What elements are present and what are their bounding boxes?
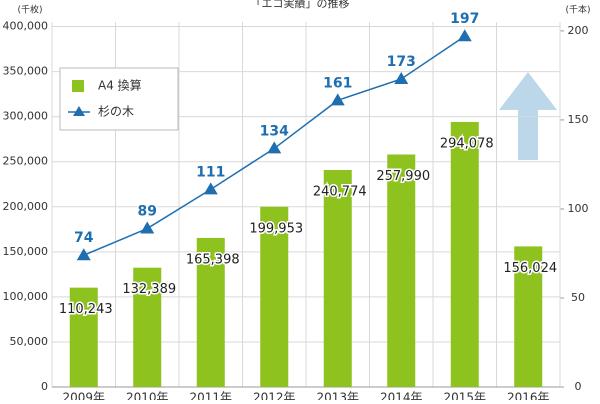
marker	[457, 29, 472, 42]
x-tick-label: 2015年	[443, 391, 486, 401]
legend-label: 杉の木	[98, 105, 134, 119]
value-label: 111	[196, 164, 225, 180]
marker	[267, 141, 282, 154]
bar	[387, 154, 416, 387]
value-label: 197	[450, 11, 479, 27]
y-tick-label: 100,000	[3, 290, 49, 303]
legend-label: A4 換算	[98, 78, 142, 93]
bar	[69, 287, 98, 387]
y-tick-label: 0	[41, 380, 48, 393]
marker	[203, 182, 218, 195]
marker	[394, 71, 409, 84]
chart-title: 「エコ実績」の推移	[251, 0, 350, 10]
value-label: 199,953	[249, 221, 303, 236]
marker	[76, 248, 91, 261]
value-label: 173	[387, 54, 416, 70]
value-label: 165,398	[186, 252, 240, 267]
y2-tick-label: 0	[575, 380, 582, 393]
y-tick-label: 300,000	[3, 110, 49, 123]
y-tick-label: 50,000	[10, 335, 49, 348]
y2-tick-label: 50	[571, 291, 585, 304]
growth-arrow	[499, 72, 557, 160]
y2-tick-label: 150	[568, 113, 589, 126]
y-unit: (千枚)	[17, 4, 42, 16]
legend-swatch	[72, 80, 84, 92]
bar	[323, 170, 352, 387]
bar	[514, 246, 543, 387]
y-tick-label: 400,000	[3, 20, 49, 33]
legend-marker	[73, 106, 85, 116]
x-tick-label: 2012年	[253, 391, 296, 401]
y-tick-label: 250,000	[3, 155, 49, 168]
y-tick-label: 150,000	[3, 245, 49, 258]
value-label: 89	[138, 204, 157, 220]
value-label: 294,078	[440, 136, 494, 151]
y2-tick-label: 100	[568, 202, 589, 215]
x-tick-label: 2009年	[62, 391, 105, 401]
value-label: 74	[74, 230, 94, 246]
marker	[330, 93, 345, 106]
y2-unit: (千本)	[565, 4, 590, 16]
bar	[196, 237, 225, 387]
decoration	[51, 22, 561, 388]
y-tick-label: 350,000	[3, 65, 49, 78]
value-label: 134	[260, 123, 289, 139]
value-label: 156,024	[503, 261, 557, 276]
legend-box	[59, 67, 179, 131]
value-label: 161	[323, 75, 352, 91]
x-tick-label: 2014年	[380, 391, 423, 401]
x-tick-label: 2011年	[189, 391, 232, 401]
bar	[260, 206, 289, 387]
x-tick-label: 2010年	[126, 391, 169, 401]
value-label: 132,389	[122, 282, 176, 297]
x-tick-label: 2016年	[507, 391, 550, 401]
marker	[140, 221, 155, 234]
bar	[450, 121, 479, 388]
y-tick-label: 200,000	[3, 200, 49, 213]
value-label: 110,243	[59, 302, 113, 317]
value-label: 240,774	[313, 185, 367, 200]
bar	[133, 267, 162, 387]
y2-tick-label: 200	[568, 24, 589, 37]
x-tick-label: 2013年	[316, 391, 359, 401]
value-label: 257,990	[376, 169, 430, 184]
